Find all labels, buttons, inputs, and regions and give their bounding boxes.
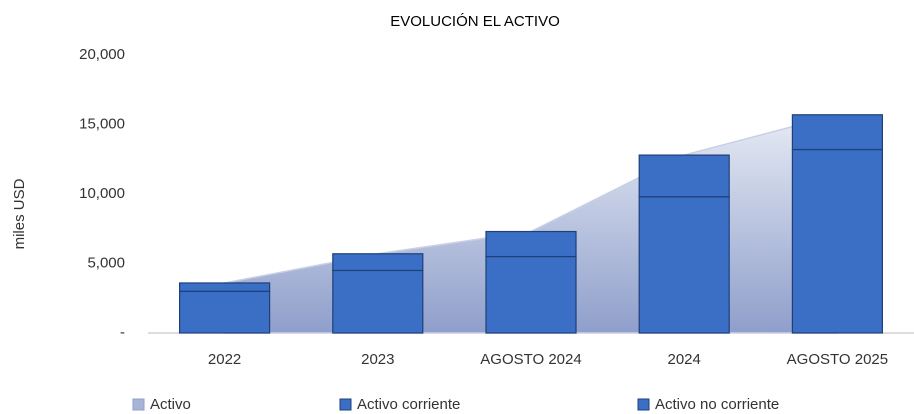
bar-segment: [638, 154, 730, 198]
legend-swatch: [339, 398, 352, 411]
y-tick-label: 15,000: [79, 115, 125, 132]
bar-segment: [791, 148, 884, 334]
x-tick-label: 2022: [208, 351, 241, 368]
y-tick-label: -: [120, 324, 125, 341]
bar-segment: [179, 290, 271, 334]
x-tick-label: 2024: [668, 351, 701, 368]
legend-swatch: [637, 398, 650, 411]
y-tick-label: 20,000: [79, 46, 125, 63]
x-tick-label: 2023: [361, 351, 394, 368]
legend-label: Activo no corriente: [655, 396, 779, 413]
y-tick-label: 10,000: [79, 185, 125, 202]
x-tick-label: AGOSTO 2025: [787, 351, 888, 368]
y-tick-label: 5,000: [87, 254, 125, 271]
bar-segment: [791, 114, 884, 151]
x-tick-label: AGOSTO 2024: [480, 351, 581, 368]
bar-segment: [179, 282, 271, 292]
chart-title: EVOLUCIÓN EL ACTIVO: [390, 13, 560, 30]
bar-segment: [485, 230, 577, 258]
legend-label: Activo: [150, 396, 191, 413]
bar-segment: [485, 255, 577, 334]
bar-segment: [332, 269, 424, 334]
legend-label: Activo corriente: [357, 396, 460, 413]
bar-segment: [638, 196, 730, 334]
y-axis-label: miles USD: [11, 178, 28, 249]
bar-segment: [332, 253, 424, 272]
legend-swatch: [132, 398, 145, 411]
